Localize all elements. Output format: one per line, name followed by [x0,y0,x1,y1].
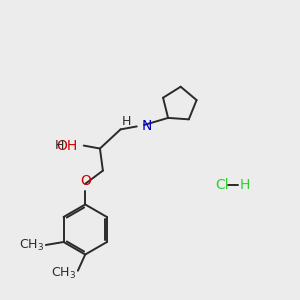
Text: H: H [240,178,250,192]
Text: OH: OH [57,139,78,153]
Text: H: H [55,139,64,152]
Text: CH$_3$: CH$_3$ [51,266,76,281]
Text: N: N [141,119,152,134]
Text: O: O [80,174,91,188]
Text: Cl: Cl [215,178,228,192]
Text: CH$_3$: CH$_3$ [19,237,44,253]
Text: H: H [122,115,131,128]
